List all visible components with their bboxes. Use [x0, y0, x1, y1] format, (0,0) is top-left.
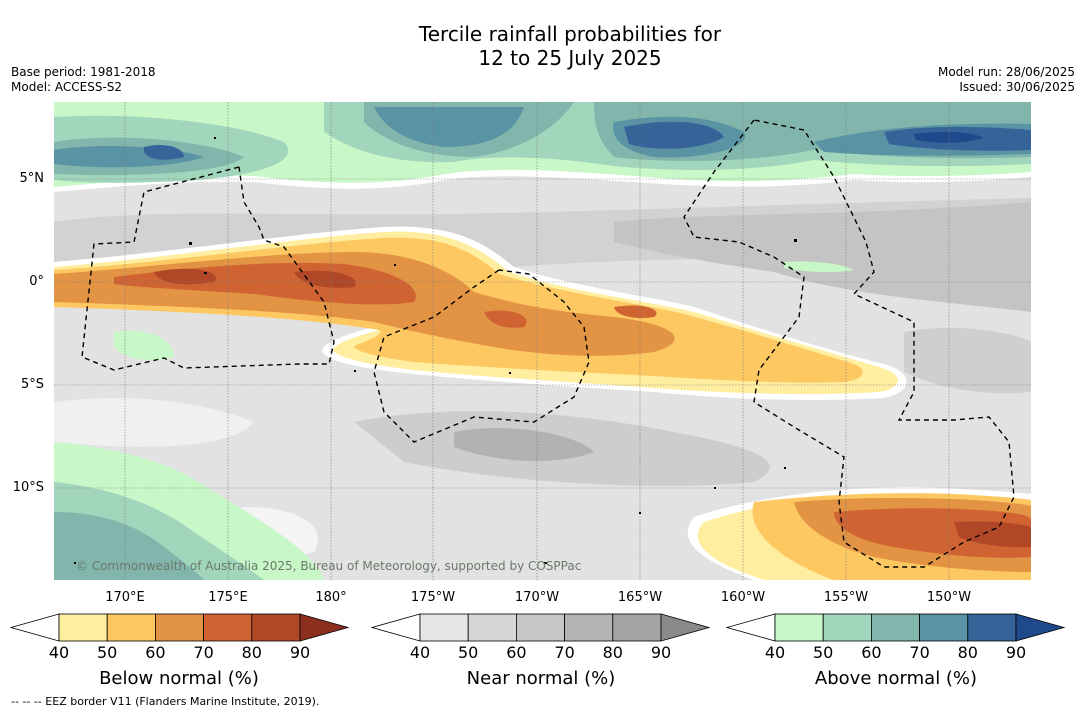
colorbar-near-normal — [370, 613, 711, 642]
colorbar-segment — [467, 613, 517, 642]
rainfall-map: © Commonwealth of Australia 2025, Bureau… — [54, 102, 1031, 580]
colorbar-min-triangle — [725, 613, 776, 642]
colorbar-below-normal — [9, 613, 350, 642]
model-name: Model: ACCESS-S2 — [11, 80, 123, 94]
colorbar-segment — [516, 613, 566, 642]
below-normal-70-southeast — [834, 508, 1031, 558]
graticule — [54, 102, 1031, 580]
near-normal-darker-east — [614, 202, 1031, 312]
colorbar-tick-label: 40 — [48, 643, 70, 662]
copyright-text: © Commonwealth of Australia 2025, Bureau… — [76, 559, 581, 573]
colorbar-segment — [251, 613, 301, 642]
colorbar-segment — [871, 613, 921, 642]
colorbars — [9, 613, 1066, 642]
above-normal-70-north — [54, 107, 1031, 168]
near-normal-light-west — [54, 398, 254, 447]
lon-label-170w: 170°W — [514, 590, 560, 605]
colorbar-segment — [106, 613, 156, 642]
colorbar-tick-label: 60 — [145, 643, 166, 662]
colorbar-above-normal — [725, 613, 1066, 642]
colorbar-tick-label: 50 — [97, 643, 118, 662]
lat-label-10s: 10°S — [12, 480, 44, 495]
issued-date: Issued: 30/06/2025 — [959, 80, 1075, 94]
lon-label-160w: 160°W — [720, 590, 766, 605]
model-run: Model run: 28/06/2025 — [937, 65, 1075, 79]
colorbar-min-triangle — [370, 613, 421, 642]
lon-label-150w: 150°W — [926, 590, 972, 605]
title-line-1: Tercile rainfall probabilities for — [418, 22, 722, 46]
colorbar-max-triangle — [299, 613, 350, 642]
colorbar-tick-label: 70 — [909, 643, 930, 662]
colorbar-tick-label: 90 — [289, 643, 311, 662]
below-normal-80-southeast — [954, 521, 1031, 548]
colorbar-tick-label: 80 — [602, 643, 623, 662]
colorbar-min-triangle — [9, 613, 60, 642]
base-period: Base period: 1981-2018 — [11, 65, 156, 79]
colorbar-tick-label: 90 — [1005, 643, 1027, 662]
title-line-2: 12 to 25 July 2025 — [478, 46, 662, 70]
colorbar-tick-label: 60 — [861, 643, 882, 662]
colorbar-max-triangle — [660, 613, 711, 642]
lon-label-175e: 175°E — [208, 590, 248, 605]
near-normal-label: Near normal (%) — [466, 668, 616, 689]
above-normal-90-north — [914, 131, 984, 143]
lon-label-165w: 165°W — [617, 590, 663, 605]
colorbar-segment — [419, 613, 469, 642]
meta-right: Model run: 28/06/2025 Issued: 30/06/2025 — [938, 65, 1075, 95]
lon-label-155w: 155°W — [823, 590, 869, 605]
colorbar-tick-label: 90 — [650, 643, 672, 662]
colorbar-tick-label: 70 — [554, 643, 575, 662]
colorbar-segment — [822, 613, 872, 642]
colorbar-segment — [967, 613, 1017, 642]
lon-label-170e: 170°E — [105, 590, 145, 605]
colorbar-tick-label: 80 — [241, 643, 262, 662]
colorbar-segment — [612, 613, 662, 642]
above-normal-label: Above normal (%) — [814, 668, 978, 689]
colorbar-tick-label: 40 — [409, 643, 431, 662]
colorbar-tick-label: 60 — [506, 643, 527, 662]
map-title: Tercile rainfall probabilities for 12 to… — [0, 22, 1085, 70]
colorbar-segment — [919, 613, 969, 642]
colorbar-tick-label: 50 — [813, 643, 834, 662]
meta-left: Base period: 1981-2018 Model: ACCESS-S2 — [11, 65, 156, 95]
colorbar-tick-label: 70 — [193, 643, 214, 662]
near-normal-east-patch — [904, 327, 1031, 394]
above-normal-60-north — [54, 102, 1031, 176]
colorbar-segment — [564, 613, 614, 642]
colorbar-tick-label: 80 — [957, 643, 978, 662]
colorbar-segment — [58, 613, 108, 642]
below-normal-70-equatorial — [114, 262, 657, 328]
colorbar-max-triangle — [1015, 613, 1066, 642]
lat-label-5s: 5°S — [20, 377, 44, 392]
colorbar-segment — [774, 613, 824, 642]
colorbar-tick-label: 40 — [764, 643, 786, 662]
eez-footnote: -- -- -- EEZ border V11 (Flanders Marine… — [11, 695, 320, 708]
lon-label-175w: 175°W — [410, 590, 456, 605]
eez-borders — [81, 119, 1015, 568]
island-specks — [74, 137, 797, 564]
lon-label-180: 180° — [315, 590, 347, 605]
colorbar-tick-label: 50 — [458, 643, 479, 662]
colorbar-segment — [154, 613, 204, 642]
lat-label-5n: 5°N — [19, 171, 45, 186]
colorbar-segment — [203, 613, 253, 642]
above-normal-60-southwest — [54, 512, 204, 580]
near-normal-dark-patch — [454, 428, 594, 462]
below-normal-label: Below normal (%) — [99, 668, 259, 689]
lat-label-0: 0° — [29, 274, 44, 289]
